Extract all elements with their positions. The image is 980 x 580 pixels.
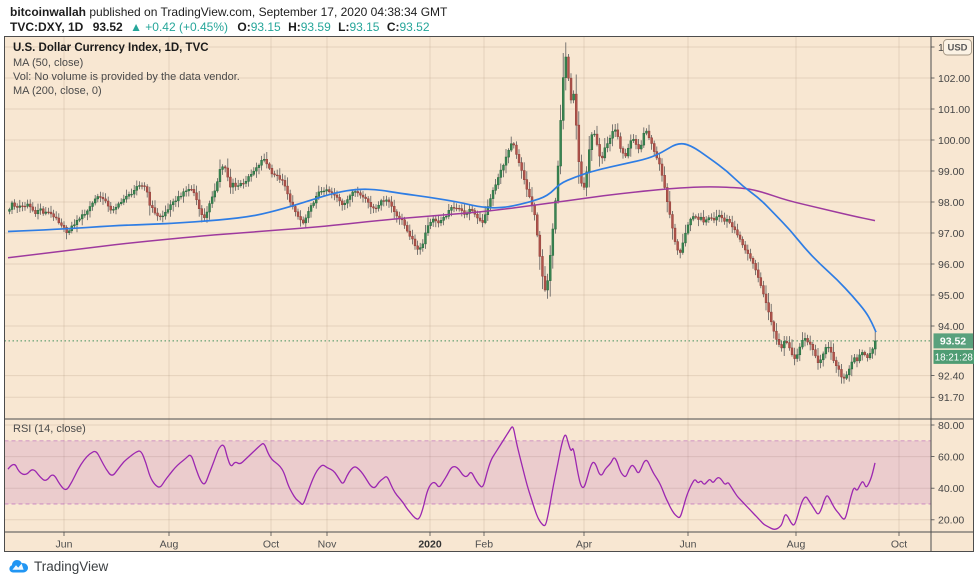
ma200-line: [7, 186, 876, 259]
legend-title: U.S. Dollar Currency Index, 1D, TVC: [13, 42, 209, 54]
price-tick-label: 94.00: [938, 321, 964, 333]
candle-bodies: [8, 56, 877, 379]
price-tick-label: 99.00: [938, 166, 964, 178]
symbol-interval: TVC:DXY, 1D: [10, 20, 84, 34]
price-tick-label: 98.00: [938, 197, 964, 209]
quote-last-price: 93.52: [92, 20, 123, 34]
snapshot-header: bitcoinwallah published on TradingView.c…: [10, 5, 447, 35]
high-label: H:: [288, 20, 301, 34]
price-tick-label: 92.40: [938, 370, 964, 382]
price-tick-label: 96.00: [938, 259, 964, 271]
time-tick-label: Aug: [787, 539, 806, 551]
price-tick-label: 102.00: [938, 73, 970, 85]
svg-text:93.52: 93.52: [940, 336, 966, 348]
legend-ma50: MA (50, close): [13, 57, 84, 69]
rsi-tick-label: 20.00: [938, 515, 964, 527]
tradingview-brand-text[interactable]: TradingView: [34, 558, 109, 574]
time-tick-label: Apr: [576, 539, 593, 551]
open-label: O:: [237, 20, 251, 34]
price-tick-label: 95.00: [938, 290, 964, 302]
time-tick-label: Feb: [475, 539, 493, 551]
close-value: 93.52: [399, 20, 430, 34]
price-tick-label: 91.70: [938, 392, 964, 404]
rsi-tick-label: 80.00: [938, 420, 964, 432]
rsi-legend: RSI (14, close): [13, 423, 86, 435]
time-tick-label: Jun: [56, 539, 73, 551]
time-tick-label: Oct: [263, 539, 279, 551]
rsi-band: [4, 440, 931, 505]
rsi-line: [7, 426, 876, 530]
low-value: 93.15: [349, 20, 380, 34]
price-tick-label: 101.00: [938, 104, 970, 116]
time-tick-label: Jun: [680, 539, 697, 551]
price-tick-label: 100.00: [938, 135, 970, 147]
rsi-tick-label: 60.00: [938, 451, 964, 463]
last-price-badge: 93.52: [933, 333, 973, 349]
quote-change: ▲ +0.42 (+0.45%): [130, 20, 229, 34]
pane-borders: [4, 36, 974, 552]
close-label: C:: [386, 20, 400, 34]
currency-button[interactable]: USD: [943, 39, 972, 56]
time-tick-label: Oct: [891, 539, 907, 551]
ma50-line: [7, 142, 877, 333]
time-tick-label: Aug: [160, 539, 179, 551]
high-value: 93.59: [300, 20, 331, 34]
legend-ma200: MA (200, close, 0): [13, 85, 102, 97]
chart-legend: U.S. Dollar Currency Index, 1D, TVC MA (…: [13, 41, 240, 98]
low-label: L:: [338, 20, 350, 34]
open-value: 93.15: [250, 20, 281, 34]
time-tick-label: 2020: [418, 539, 442, 551]
time-axis[interactable]: Jun Aug Oct Nov 2020 Feb Apr Jun Aug Oct: [56, 532, 908, 551]
author-name: bitcoinwallah: [10, 5, 87, 19]
price-tick-label: 97.00: [938, 228, 964, 240]
rsi-tick-label: 40.00: [938, 483, 964, 495]
svg-text:18:21:28: 18:21:28: [935, 352, 974, 363]
countdown-badge: 18:21:28: [933, 349, 974, 364]
time-tick-label: Nov: [318, 539, 337, 551]
published-info: published on TradingView.com, September …: [86, 5, 448, 19]
quote-line: TVC:DXY, 1D 93.52 ▲ +0.42 (+0.45%) O:93.…: [10, 20, 447, 35]
price-axis[interactable]: 103.00102.00101.00100.0099.0098.0097.009…: [931, 42, 970, 527]
currency-label: USD: [947, 43, 967, 54]
tradingview-logo-icon[interactable]: [9, 558, 29, 575]
legend-volume-note: Vol: No volume is provided by the data v…: [13, 71, 240, 83]
footer: TradingView: [0, 552, 980, 580]
publish-line: bitcoinwallah published on TradingView.c…: [10, 5, 447, 20]
